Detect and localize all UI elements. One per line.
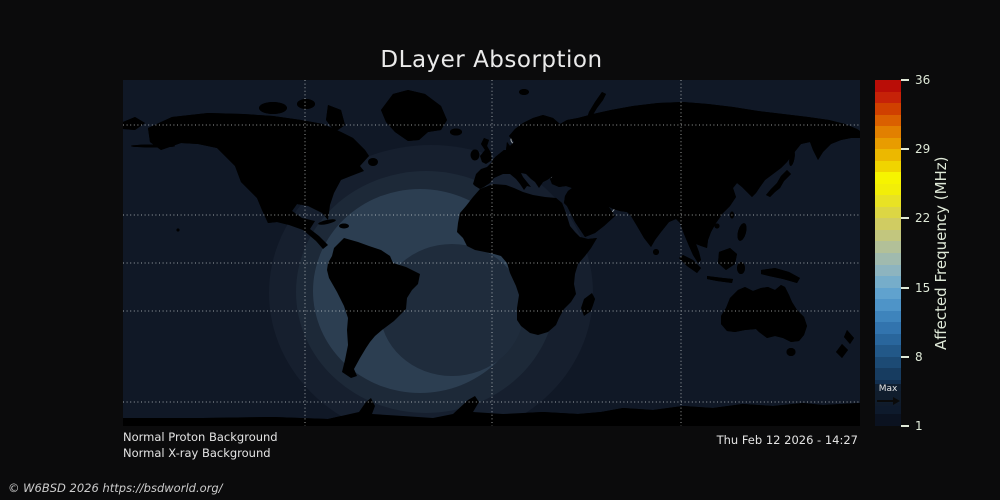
max-marker-label: Max <box>878 384 898 395</box>
timestamp: Thu Feb 12 2026 - 14:27 <box>716 433 858 447</box>
colorbar-segment <box>875 299 901 311</box>
tick-label: 1 <box>915 419 923 433</box>
tick-label: 15 <box>915 280 931 295</box>
colorbar-max-marker: Max <box>875 384 901 407</box>
colorbar-segment <box>875 80 901 92</box>
tick-label: 36 <box>915 73 931 87</box>
colorbar-segment <box>875 195 901 207</box>
tick-mark <box>901 286 909 289</box>
colorbar-ticks: 36 29 22 15 8 1 <box>901 73 961 433</box>
colorbar-segment <box>875 414 901 426</box>
colorbar-segment <box>875 229 901 242</box>
tick-mark <box>901 217 909 220</box>
colorbar-tick: 29 <box>901 142 930 156</box>
background-status: Normal Proton Background Normal X-ray Ba… <box>123 429 278 461</box>
world-map <box>123 80 860 426</box>
tick-mark <box>901 148 909 151</box>
colorbar-segment <box>875 345 901 357</box>
colorbar-segment <box>875 137 901 150</box>
colorbar-segment <box>875 287 901 300</box>
tick-mark <box>901 355 909 358</box>
colorbar-segment <box>875 126 901 138</box>
world-map-svg <box>123 80 860 426</box>
colorbar <box>875 80 901 426</box>
tick-label: 29 <box>915 142 931 157</box>
colorbar-segment <box>875 206 901 219</box>
colorbar-tick: 8 <box>901 350 923 364</box>
colorbar-segment <box>875 91 901 104</box>
colorbar-segment <box>875 368 901 380</box>
colorbar-segment <box>875 252 901 265</box>
tick-label: 8 <box>915 349 923 364</box>
proton-status: Normal Proton Background <box>123 430 278 444</box>
colorbar-segment <box>875 103 901 115</box>
colorbar-segment <box>875 241 901 253</box>
max-marker-arrowhead-icon <box>893 397 900 406</box>
colorbar-segment <box>875 333 901 346</box>
max-marker-arrow <box>877 400 893 403</box>
colorbar-segment <box>875 114 901 127</box>
colorbar-segment <box>875 172 901 184</box>
page-title: DLayer Absorption <box>380 47 603 73</box>
colorbar-segment <box>875 310 901 323</box>
tick-mark <box>901 79 909 81</box>
colorbar-segment <box>875 183 901 196</box>
colorbar-segment <box>875 322 901 334</box>
copyright: © W6BSD 2026 https://bsdworld.org/ <box>8 481 223 495</box>
xray-status: Normal X-ray Background <box>123 446 271 460</box>
colorbar-segment <box>875 160 901 173</box>
colorbar-segment <box>875 218 901 230</box>
colorbar-axis-label: Affected Frequency (MHz) <box>932 156 950 350</box>
graticule <box>123 80 860 426</box>
colorbar-segment <box>875 264 901 277</box>
colorbar-segment <box>875 402 901 415</box>
tick-mark <box>901 425 909 427</box>
tick-label: 22 <box>915 211 931 226</box>
colorbar-tick: 36 <box>901 73 930 87</box>
colorbar-segment <box>875 356 901 369</box>
colorbar-tick: 1 <box>901 419 923 433</box>
colorbar-tick: 22 <box>901 211 930 225</box>
colorbar-segment <box>875 276 901 288</box>
colorbar-tick: 15 <box>901 281 930 295</box>
colorbar-segment <box>875 149 901 161</box>
